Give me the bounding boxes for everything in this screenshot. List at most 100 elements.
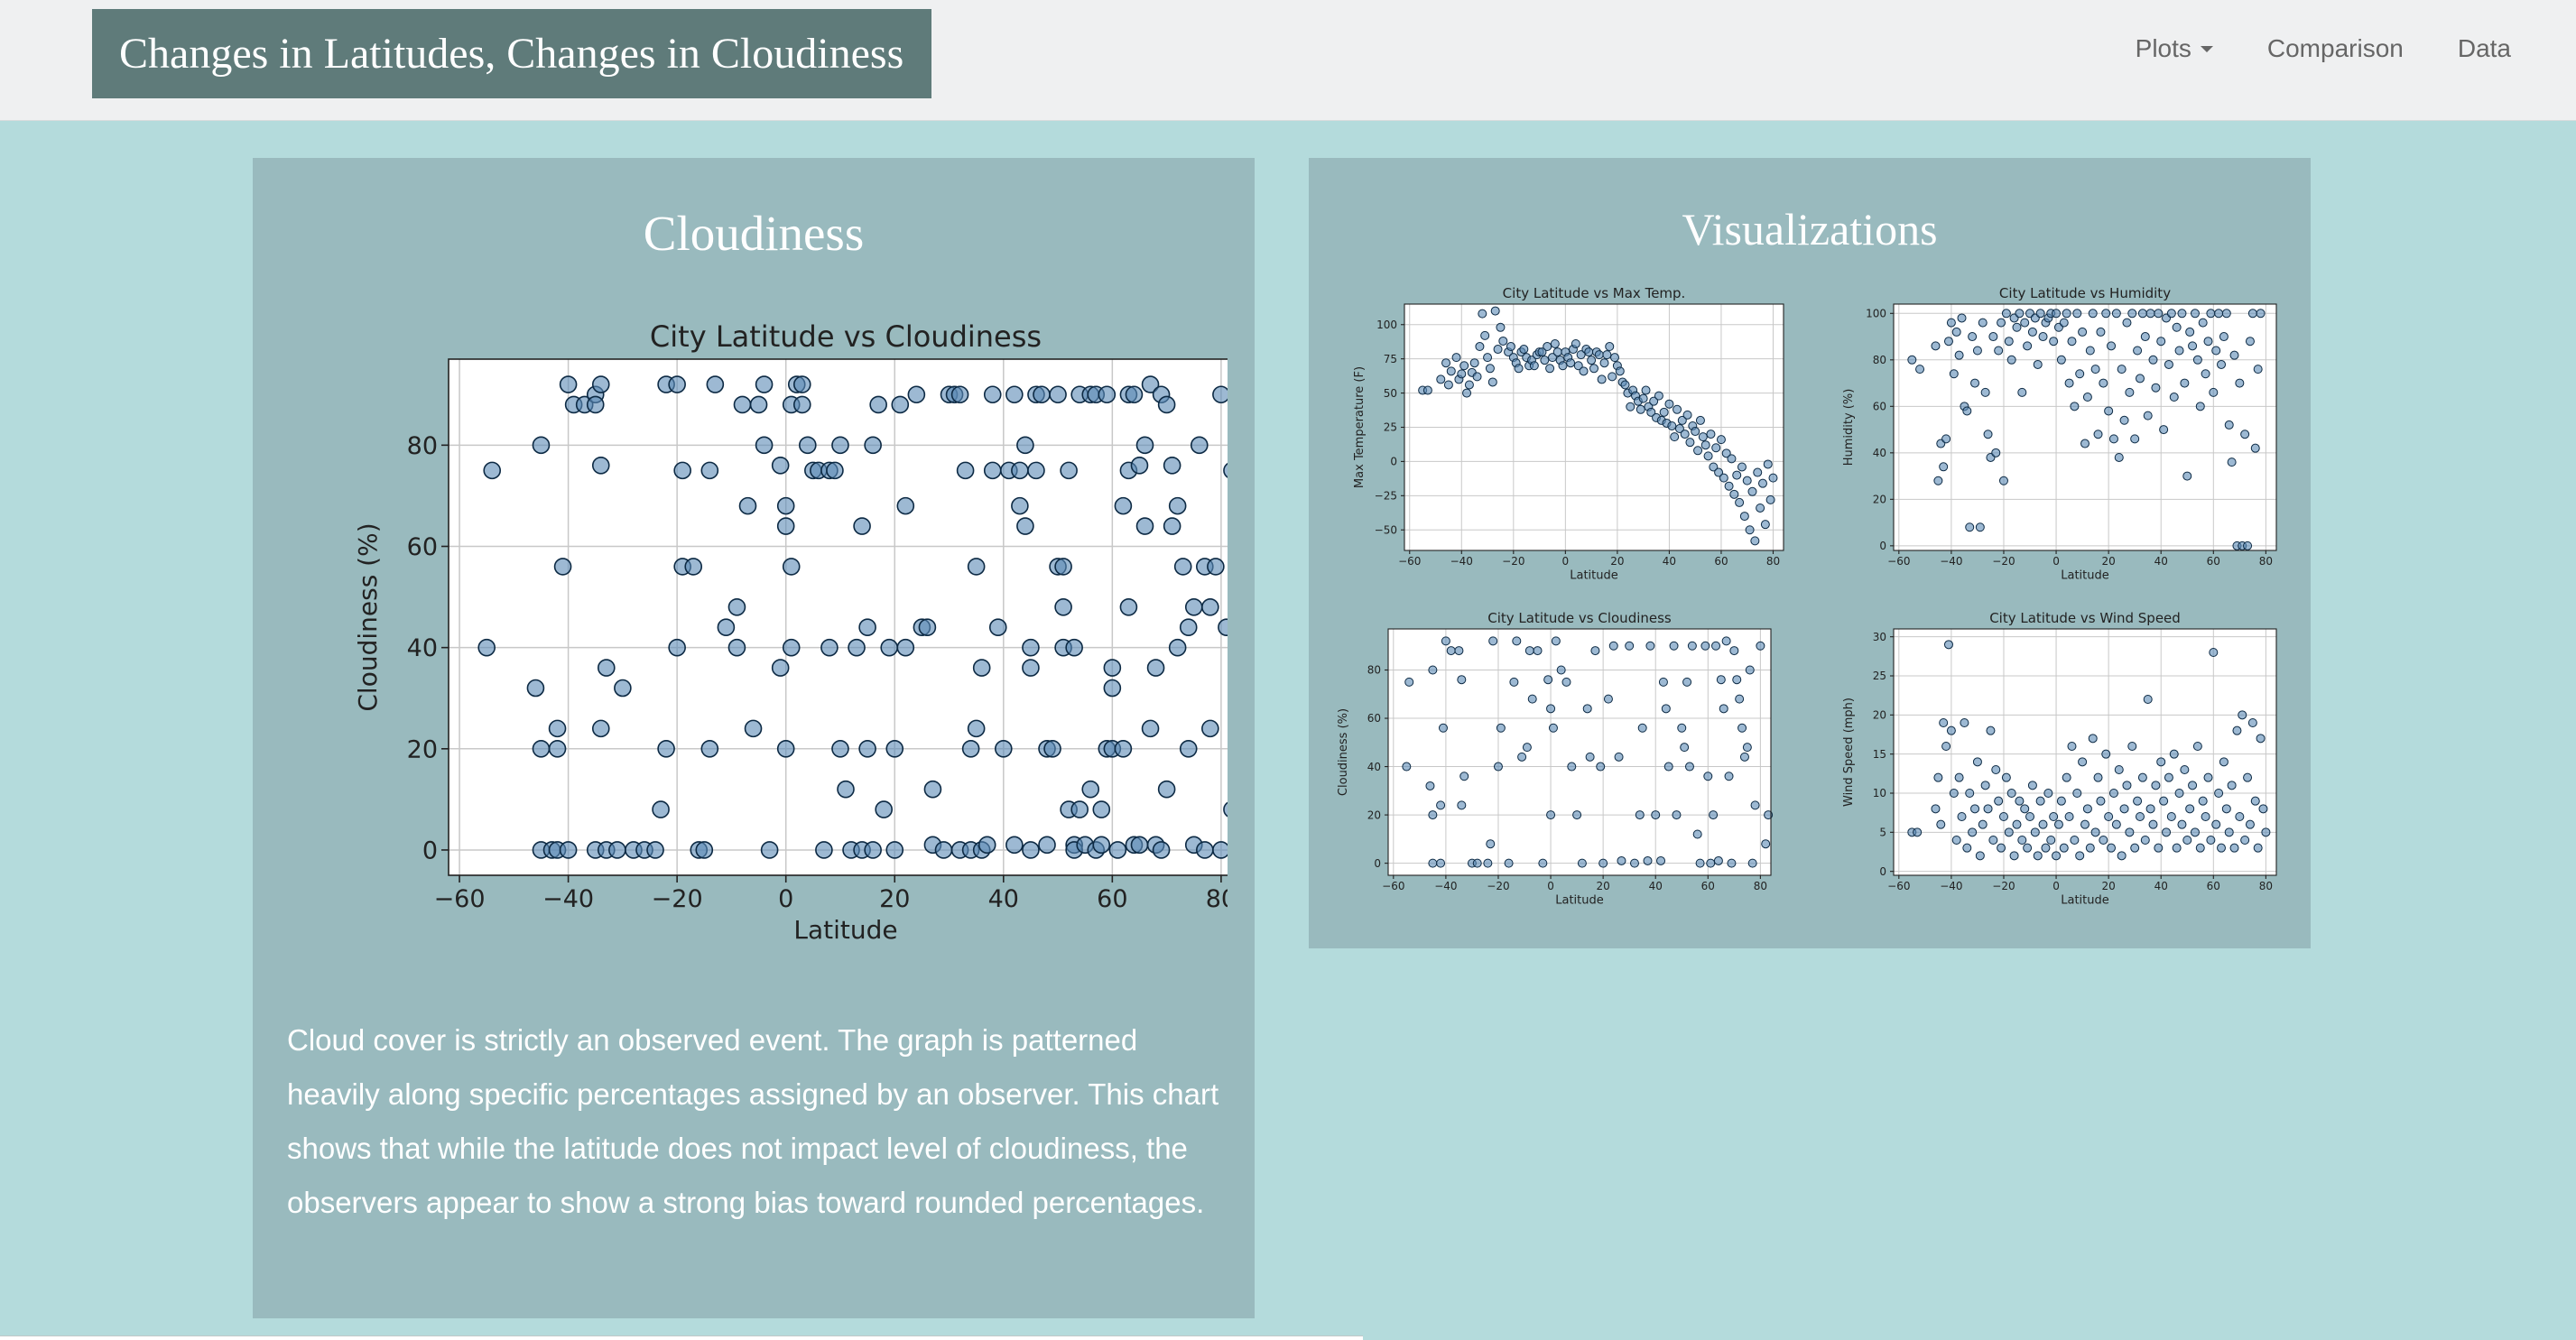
x-tick-label: 20 bbox=[2101, 555, 2115, 568]
data-point bbox=[1451, 353, 1461, 363]
data-point bbox=[1659, 407, 1669, 417]
cloudiness-thumb-chart[interactable]: −60 −40 −20 0 20 40 60 80 0 20 40 60 80 City Latitude… bbox=[1327, 609, 1796, 907]
horizontal-scrollbar[interactable] bbox=[0, 1335, 1363, 1340]
data-point bbox=[2052, 309, 2062, 319]
data-point bbox=[896, 496, 915, 515]
data-point bbox=[1114, 740, 1133, 758]
data-point bbox=[1610, 353, 1620, 363]
nav-data-link[interactable]: Data bbox=[2457, 34, 2511, 62]
data-point bbox=[880, 638, 899, 657]
data-point bbox=[826, 461, 844, 480]
data-point bbox=[1939, 718, 1949, 727]
site-title[interactable]: Changes in Latitudes, Changes in Cloudin… bbox=[92, 9, 931, 98]
data-point bbox=[2169, 749, 2179, 759]
data-point bbox=[1005, 836, 1024, 855]
data-point bbox=[2253, 365, 2263, 374]
chart-title: City Latitude vs Max Temp. bbox=[1503, 285, 1686, 301]
data-point bbox=[1608, 641, 1618, 651]
data-point bbox=[820, 638, 839, 657]
y-tick-label: 20 bbox=[1873, 494, 1886, 506]
data-point bbox=[2059, 843, 2069, 853]
data-point bbox=[1125, 385, 1144, 404]
data-point bbox=[2224, 827, 2234, 837]
data-point bbox=[1533, 646, 1543, 656]
data-point bbox=[2253, 843, 2263, 853]
data-point bbox=[717, 618, 736, 637]
x-tick-label: −40 bbox=[1450, 555, 1473, 568]
data-point bbox=[2261, 827, 2271, 837]
data-point bbox=[1709, 462, 1719, 472]
data-point bbox=[652, 800, 670, 818]
data-point bbox=[2198, 318, 2208, 328]
data-point bbox=[2078, 327, 2088, 337]
data-point bbox=[2258, 804, 2268, 814]
x-axis-label: Latitude bbox=[793, 915, 897, 945]
axes-frame bbox=[1893, 303, 2277, 551]
data-point bbox=[2151, 781, 2161, 790]
data-point bbox=[1661, 704, 1671, 714]
data-point bbox=[1576, 350, 1586, 360]
data-point bbox=[1173, 558, 1192, 576]
data-point bbox=[2156, 757, 2166, 767]
humidity-chart[interactable]: −60 −40 −20 0 20 40 60 80 0 20 40 60 80 100 City Latit… bbox=[1832, 284, 2302, 582]
data-point bbox=[961, 740, 980, 758]
data-point bbox=[706, 375, 725, 393]
data-point bbox=[1486, 839, 1496, 849]
data-point bbox=[2114, 452, 2124, 462]
data-point bbox=[1201, 597, 1219, 616]
data-point bbox=[1951, 327, 1961, 337]
data-point bbox=[1943, 337, 1953, 347]
data-point bbox=[1635, 404, 1645, 414]
data-point bbox=[1027, 461, 1045, 480]
max-temp-chart[interactable]: −60 −40 −20 0 20 40 60 80 −50 −25 0 25 50 75 100 City L… bbox=[1327, 284, 1796, 582]
data-point bbox=[1490, 306, 1500, 316]
data-point bbox=[586, 395, 605, 414]
data-point bbox=[1480, 330, 1490, 340]
data-point bbox=[1168, 638, 1187, 657]
data-point bbox=[2172, 322, 2182, 332]
y-tick-label: 75 bbox=[1384, 353, 1397, 365]
data-point bbox=[1098, 385, 1117, 404]
data-point bbox=[2015, 309, 2025, 319]
data-point bbox=[1443, 380, 1453, 390]
data-point bbox=[1597, 374, 1607, 384]
nav-comparison-link[interactable]: Comparison bbox=[2266, 34, 2404, 62]
data-point bbox=[2209, 648, 2219, 657]
data-point bbox=[2027, 327, 2037, 337]
data-point bbox=[760, 841, 779, 859]
data-point bbox=[2130, 434, 2140, 444]
data-point bbox=[477, 638, 496, 657]
data-point bbox=[1472, 372, 1482, 382]
data-point bbox=[1016, 517, 1034, 535]
data-point bbox=[1625, 641, 1635, 651]
data-point bbox=[950, 385, 969, 404]
data-point bbox=[1538, 858, 1548, 868]
data-point bbox=[1756, 503, 1765, 513]
data-point bbox=[934, 841, 953, 859]
data-point bbox=[2164, 359, 2173, 369]
data-point bbox=[2238, 710, 2247, 720]
data-point bbox=[956, 461, 975, 480]
data-point bbox=[1654, 391, 1663, 401]
data-point bbox=[1459, 361, 1469, 371]
data-point bbox=[1941, 742, 1951, 751]
x-tick-label: 80 bbox=[2259, 555, 2273, 568]
data-point bbox=[1641, 385, 1651, 395]
data-point bbox=[771, 456, 790, 475]
wind-speed-chart[interactable]: −60 −40 −20 0 20 40 60 80 0 5 10 15 20 25 30 City Latit… bbox=[1832, 609, 2302, 907]
x-tick-label: 80 bbox=[1766, 555, 1780, 568]
data-point bbox=[1706, 858, 1716, 868]
data-point bbox=[2122, 781, 2132, 790]
data-point bbox=[1130, 836, 1149, 855]
data-point bbox=[1163, 517, 1181, 535]
data-point bbox=[2180, 378, 2190, 388]
data-point bbox=[1991, 765, 2001, 774]
data-point bbox=[1946, 318, 1956, 328]
data-point bbox=[1441, 636, 1450, 646]
nav-plots-dropdown[interactable]: Plots bbox=[2136, 34, 2213, 63]
data-point bbox=[1436, 374, 1446, 384]
data-point bbox=[2099, 378, 2108, 388]
data-point bbox=[700, 740, 719, 758]
data-point bbox=[1081, 780, 1100, 799]
data-point bbox=[2140, 836, 2150, 845]
